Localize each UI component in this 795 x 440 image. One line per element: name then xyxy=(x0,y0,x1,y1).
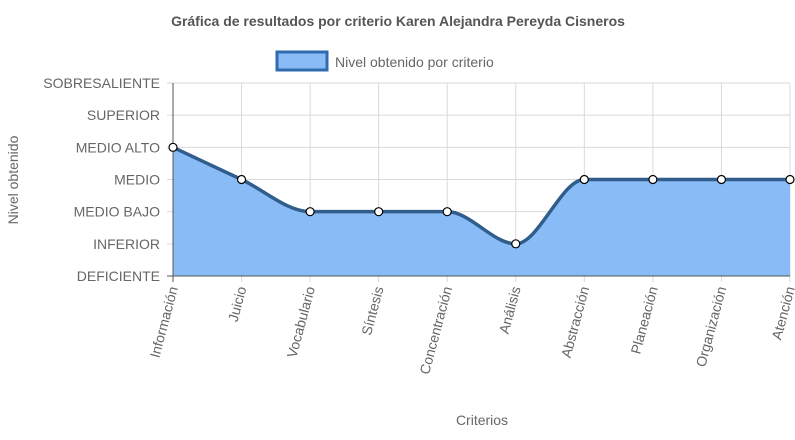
area-layer xyxy=(172,145,790,276)
y-tick-label: SUPERIOR xyxy=(87,107,160,123)
data-point[interactable] xyxy=(305,207,315,217)
series-line xyxy=(172,145,790,246)
x-tick-label: Información xyxy=(147,285,181,360)
legend[interactable]: Nivel obtenido por criterio xyxy=(275,50,494,72)
y-tick-label: INFERIOR xyxy=(93,236,160,252)
chart-title: Gráfica de resultados por criterio Karen… xyxy=(171,13,625,29)
data-point[interactable] xyxy=(511,239,521,249)
data-point[interactable] xyxy=(785,174,795,185)
x-tick-label: Vocabulario xyxy=(284,284,318,359)
x-tick-label: Planeación xyxy=(627,285,660,356)
legend-swatch xyxy=(275,50,329,72)
y-tick-label: MEDIO xyxy=(114,172,160,188)
y-tick-label: MEDIO BAJO xyxy=(74,204,160,220)
x-tick-label: Síntesis xyxy=(358,285,386,337)
legend-label: Nivel obtenido por criterio xyxy=(335,54,494,70)
data-point[interactable] xyxy=(236,174,247,185)
data-point[interactable] xyxy=(442,207,452,217)
y-tick-label: MEDIO ALTO xyxy=(76,139,160,155)
data-points xyxy=(168,142,795,249)
x-tick-label: Análisis xyxy=(496,285,524,336)
x-axis-label: Criterios xyxy=(456,412,508,428)
data-point[interactable] xyxy=(374,207,384,217)
axes xyxy=(172,83,790,277)
y-tick-label: DEFICIENTE xyxy=(77,268,160,284)
x-tick-labels: Información Juicio Vocabulario Síntesis Conc… xyxy=(147,284,795,376)
x-tick-label: Juicio xyxy=(225,284,250,323)
y-tick-label: SOBRESALIENTE xyxy=(43,75,160,91)
y-axis-label: Nivel obtenido xyxy=(5,135,21,224)
x-tick-label: Organización xyxy=(693,285,730,369)
data-point[interactable] xyxy=(716,174,727,185)
data-point[interactable] xyxy=(648,174,658,185)
x-tick-label: Abstracción xyxy=(558,285,592,360)
x-tick-label: Atención xyxy=(768,285,795,342)
data-point[interactable] xyxy=(579,174,589,185)
data-point[interactable] xyxy=(168,142,178,152)
y-tick-labels: DEFICIENTE INFERIOR MEDIO BAJO MEDIO MEDIO A… xyxy=(43,75,160,284)
x-tick-label: Concentración xyxy=(416,285,455,376)
